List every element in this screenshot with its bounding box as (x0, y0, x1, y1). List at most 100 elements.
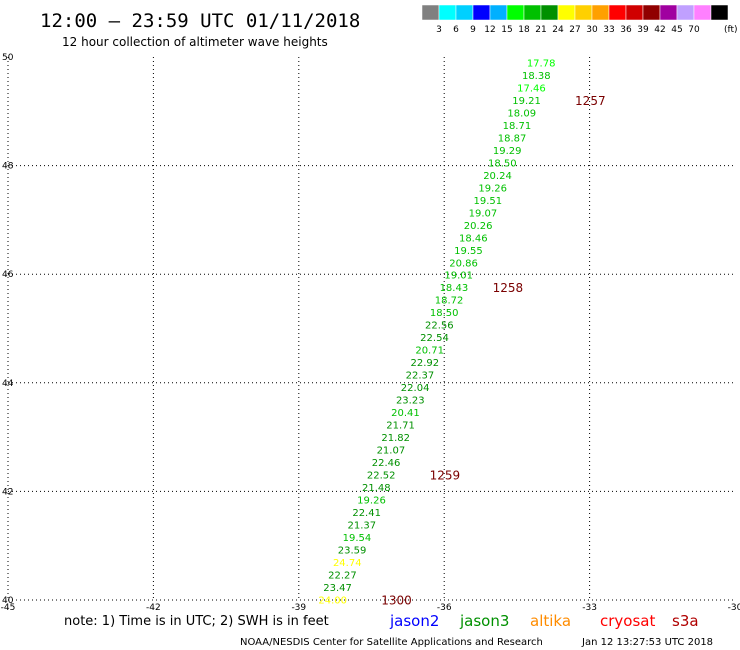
colorbar-swatch (710, 4, 729, 21)
wave-height-label: 21.37 (347, 521, 376, 532)
colorbar-swatch (540, 4, 559, 21)
wave-height-label: 19.51 (473, 196, 502, 207)
wave-height-label: 19.26 (357, 496, 386, 507)
colorbar-swatch (608, 4, 627, 21)
wave-height-label: 18.46 (459, 233, 488, 244)
wave-height-label: 21.48 (362, 483, 391, 494)
satellite-name: jason2 (389, 612, 439, 630)
colorbar-label: 12 (484, 25, 495, 35)
time-mark-label: 1300 (381, 593, 412, 607)
wave-height-label: 19.54 (343, 533, 372, 544)
wave-height-label: 22.54 (420, 333, 449, 344)
wave-height-label: 18.43 (440, 283, 469, 294)
colorbar-swatch (693, 4, 712, 21)
wave-height-label: 23.23 (396, 396, 425, 407)
wave-height-label: 19.21 (512, 96, 541, 107)
time-marks: 1257 1258 1259 1300 (381, 94, 605, 608)
colorbar-swatch (625, 4, 644, 21)
colorbar-label: 33 (603, 25, 614, 35)
satellite-name: altika (530, 612, 571, 630)
wave-height-label: 19.01 (444, 271, 473, 282)
footer-timestamp: Jan 12 13:27:53 UTC 2018 (581, 637, 713, 648)
wave-height-label: 22.41 (352, 508, 381, 519)
colorbar-swatch (676, 4, 695, 21)
satellite-name: cryosat (600, 612, 655, 630)
colorbar-swatch (421, 4, 440, 21)
time-mark-label: 1257 (575, 94, 606, 108)
y-tick-label: 48 (2, 162, 14, 172)
colorbar-label: 21 (535, 25, 546, 35)
x-tick-label: -30 (728, 603, 740, 613)
axis-tick-labels: -45 -42 -39 -36 -33 -30 40 42 44 46 48 50 (1, 53, 740, 613)
wave-height-label: 22.92 (410, 358, 439, 369)
satellite-name: s3a (672, 612, 699, 630)
footer-credit: NOAA/NESDIS Center for Satellite Applica… (240, 637, 543, 648)
colorbar-label: 18 (518, 25, 530, 35)
chart-title: 12:00 – 23:59 UTC 01/11/2018 (40, 10, 360, 32)
colorbar-legend: 3 6 9 12 15 18 21 24 27 30 33 36 39 42 45 70 (ft) (421, 4, 738, 35)
colorbar-swatch (574, 4, 593, 21)
colorbar-swatch (659, 4, 678, 21)
colorbar-label: 36 (620, 25, 632, 35)
colorbar-label: 3 (436, 25, 442, 35)
wave-height-label: 19.26 (478, 183, 507, 194)
wave-height-label: 24.00 (318, 595, 347, 606)
y-tick-label: 42 (2, 487, 13, 497)
wave-height-label: 22.27 (328, 570, 357, 581)
wave-height-label: 21.82 (381, 433, 410, 444)
wave-height-label: 18.50 (430, 308, 459, 319)
satellite-legend: jason2 jason3 altika cryosat s3a (389, 612, 699, 630)
wave-height-label: 22.04 (401, 383, 430, 394)
x-tick-label: -45 (1, 603, 16, 613)
chart-subtitle: 12 hour collection of altimeter wave hei… (62, 35, 328, 49)
colorbar-label: 15 (501, 25, 512, 35)
x-tick-label: -42 (146, 603, 161, 613)
wave-height-label: 22.37 (406, 371, 435, 382)
x-tick-label: -33 (582, 603, 597, 613)
colorbar-label: 9 (470, 25, 476, 35)
colorbar-label: 30 (586, 25, 598, 35)
colorbar-swatch (489, 4, 508, 21)
time-mark-label: 1258 (493, 281, 524, 295)
x-tick-label: -36 (437, 603, 452, 613)
y-tick-label: 46 (2, 270, 14, 280)
wave-height-label: 21.07 (377, 446, 406, 457)
satellite-name: jason3 (459, 612, 509, 630)
wave-height-label: 18.09 (507, 108, 536, 119)
colorbar-swatch (557, 4, 576, 21)
wave-height-label: 19.29 (493, 146, 522, 157)
colorbar-swatch (455, 4, 474, 21)
colorbar-label: 42 (654, 25, 665, 35)
wave-height-label: 22.52 (367, 471, 396, 482)
wave-height-label: 20.26 (464, 221, 493, 232)
wave-height-label: 18.71 (503, 121, 532, 132)
wave-height-label: 23.47 (323, 583, 352, 594)
colorbar-label: 70 (688, 25, 700, 35)
wave-height-label: 20.24 (483, 171, 512, 182)
colorbar-swatch (506, 4, 525, 21)
wave-height-label: 22.56 (425, 321, 454, 332)
wave-height-label: 18.72 (435, 296, 464, 307)
colorbar-swatch (523, 4, 542, 21)
colorbar-label: 27 (569, 25, 580, 35)
colorbar-swatch (472, 4, 491, 21)
colorbar-label: 6 (453, 25, 459, 35)
wave-height-label: 19.07 (469, 208, 498, 219)
y-tick-label: 44 (2, 379, 14, 389)
y-tick-label: 50 (2, 53, 14, 63)
wave-height-label: 18.38 (522, 71, 551, 82)
time-mark-label: 1259 (430, 469, 461, 483)
wave-height-label: 19.55 (454, 246, 483, 257)
x-tick-label: -39 (291, 603, 306, 613)
wave-height-label: 17.46 (517, 83, 546, 94)
colorbar-unit: (ft) (724, 25, 738, 35)
wave-height-label: 18.87 (498, 133, 527, 144)
wave-height-label: 20.86 (449, 258, 478, 269)
footer-note: note: 1) Time is in UTC; 2) SWH is in fe… (64, 614, 329, 629)
wave-height-label: 17.78 (527, 58, 556, 69)
map-grid (7, 57, 735, 601)
y-tick-label: 40 (2, 596, 14, 606)
colorbar-swatch (438, 4, 457, 21)
